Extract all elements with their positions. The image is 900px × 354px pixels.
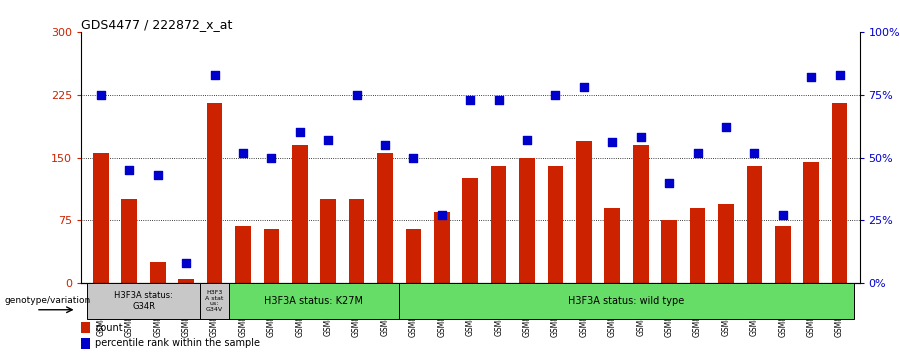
Bar bbox=[491, 166, 507, 283]
Bar bbox=[201, 283, 229, 319]
Bar bbox=[150, 262, 166, 283]
Point bbox=[265, 155, 279, 160]
Point bbox=[832, 72, 847, 78]
Bar bbox=[264, 229, 279, 283]
Point bbox=[605, 139, 619, 145]
Bar bbox=[747, 166, 762, 283]
Bar bbox=[320, 199, 336, 283]
Bar bbox=[718, 204, 734, 283]
Point bbox=[719, 125, 733, 130]
Bar bbox=[434, 212, 450, 283]
Bar bbox=[207, 103, 222, 283]
Point bbox=[94, 92, 108, 97]
Point bbox=[690, 150, 705, 155]
Bar bbox=[832, 103, 848, 283]
Point bbox=[662, 180, 676, 185]
Point bbox=[179, 260, 194, 266]
Bar bbox=[93, 153, 109, 283]
Point bbox=[577, 84, 591, 90]
Bar bbox=[689, 208, 706, 283]
Point bbox=[236, 150, 250, 155]
Bar bbox=[229, 283, 400, 319]
Bar bbox=[81, 322, 90, 333]
Point bbox=[292, 130, 307, 135]
Bar bbox=[576, 141, 591, 283]
Point bbox=[634, 135, 648, 140]
Point bbox=[406, 155, 420, 160]
Point bbox=[349, 92, 364, 97]
Bar bbox=[605, 208, 620, 283]
Bar bbox=[633, 145, 649, 283]
Point bbox=[776, 212, 790, 218]
Bar bbox=[519, 158, 535, 283]
Point bbox=[520, 137, 535, 143]
Point bbox=[321, 137, 336, 143]
Point bbox=[548, 92, 562, 97]
Bar bbox=[349, 199, 364, 283]
Bar bbox=[662, 220, 677, 283]
Point bbox=[747, 150, 761, 155]
Bar bbox=[292, 145, 308, 283]
Bar bbox=[463, 178, 478, 283]
Bar bbox=[86, 283, 201, 319]
Text: count: count bbox=[95, 322, 122, 332]
Text: H3F3A status:
G34R: H3F3A status: G34R bbox=[114, 291, 173, 310]
Text: GDS4477 / 222872_x_at: GDS4477 / 222872_x_at bbox=[81, 18, 232, 31]
Point bbox=[150, 172, 165, 178]
Bar bbox=[235, 226, 251, 283]
Point bbox=[804, 74, 818, 80]
Point bbox=[207, 72, 221, 78]
Bar bbox=[178, 279, 194, 283]
Bar bbox=[406, 229, 421, 283]
Text: H3F3A status: wild type: H3F3A status: wild type bbox=[569, 296, 685, 306]
Text: percentile rank within the sample: percentile rank within the sample bbox=[95, 338, 260, 348]
Bar bbox=[377, 153, 392, 283]
Text: H3F3A status: K27M: H3F3A status: K27M bbox=[265, 296, 364, 306]
Point bbox=[122, 167, 137, 173]
Bar bbox=[775, 226, 790, 283]
Text: genotype/variation: genotype/variation bbox=[4, 296, 91, 306]
Point bbox=[435, 212, 449, 218]
Point bbox=[491, 97, 506, 103]
Bar bbox=[122, 199, 137, 283]
Point bbox=[464, 97, 478, 103]
Bar bbox=[548, 166, 563, 283]
Bar bbox=[804, 162, 819, 283]
Bar bbox=[81, 338, 90, 349]
Point bbox=[378, 142, 392, 148]
Text: H3F3
A stat
us:
G34V: H3F3 A stat us: G34V bbox=[205, 290, 224, 312]
Bar bbox=[400, 283, 854, 319]
